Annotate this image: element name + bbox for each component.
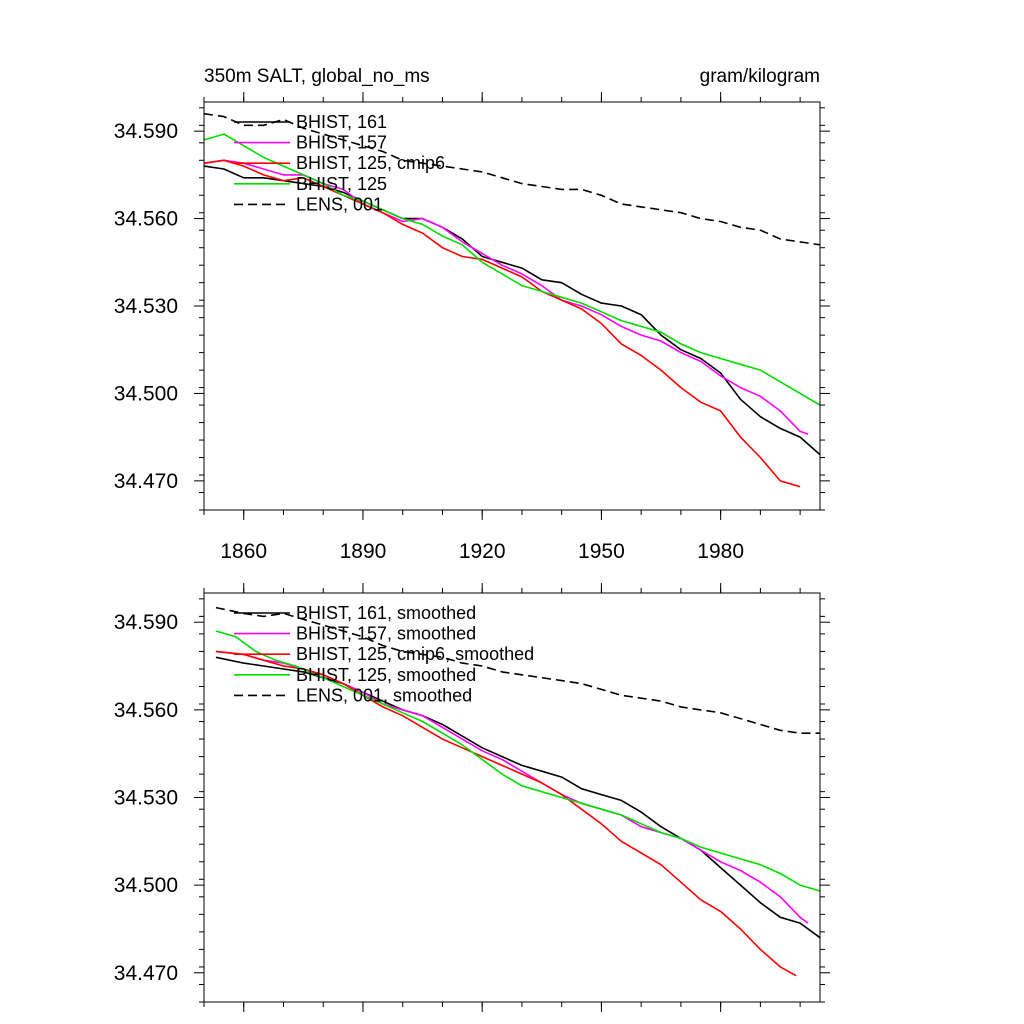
- series-line-4: [215, 606, 820, 734]
- y-tick-label: 34.560: [114, 699, 178, 722]
- legend-label-3: BHIST, 125, smoothed: [296, 665, 476, 685]
- x-tick-label: 1860: [220, 540, 267, 563]
- x-tick-label: 1890: [340, 540, 387, 563]
- legend-label-2: BHIST, 125, cmip6: [296, 153, 445, 173]
- bottom-smoothed-panel: 34.470 34.500 34.530 34.560 34.590 BHIST, 161…: [114, 583, 830, 1012]
- legend-label-0: BHIST, 161: [296, 112, 387, 132]
- series-line-3: [203, 133, 821, 406]
- series-line-3: [215, 630, 821, 892]
- series-line-2: [203, 159, 801, 488]
- top-salinity-panel: 350m SALT, global_no_ms gram/kilogram 34…: [114, 66, 830, 563]
- series-line-1: [203, 159, 809, 435]
- legend-label-0: BHIST, 161, smoothed: [296, 603, 476, 623]
- units-label: gram/kilogram: [700, 66, 820, 87]
- y-tick-label: 34.500: [114, 874, 178, 897]
- chart-title: 350m SALT, global_no_ms: [204, 66, 430, 87]
- legend-label-1: BHIST, 157, smoothed: [296, 624, 476, 644]
- y-tick-label: 34.560: [114, 208, 178, 231]
- legend-label-2: BHIST, 125, cmip6, smoothed: [296, 644, 534, 664]
- x-tick-label: 1980: [697, 540, 744, 563]
- series-line-0: [203, 165, 821, 456]
- y-tick-label: 34.470: [114, 470, 178, 493]
- y-tick-label: 34.530: [114, 295, 178, 318]
- x-tick-label: 1950: [578, 540, 625, 563]
- series-line-2: [215, 650, 797, 977]
- y-tick-label: 34.530: [114, 787, 178, 810]
- x-tick-label: 1920: [459, 540, 506, 563]
- y-tick-label: 34.590: [114, 611, 178, 634]
- legend-label-4: LENS, 001: [296, 194, 383, 214]
- y-tick-label: 34.470: [114, 962, 178, 985]
- legend-label-4: LENS, 001, smoothed: [296, 685, 472, 705]
- y-tick-label: 34.590: [114, 120, 178, 143]
- legend-label-1: BHIST, 157: [296, 133, 387, 153]
- legend-label-3: BHIST, 125: [296, 174, 387, 194]
- y-tick-label: 34.500: [114, 382, 178, 405]
